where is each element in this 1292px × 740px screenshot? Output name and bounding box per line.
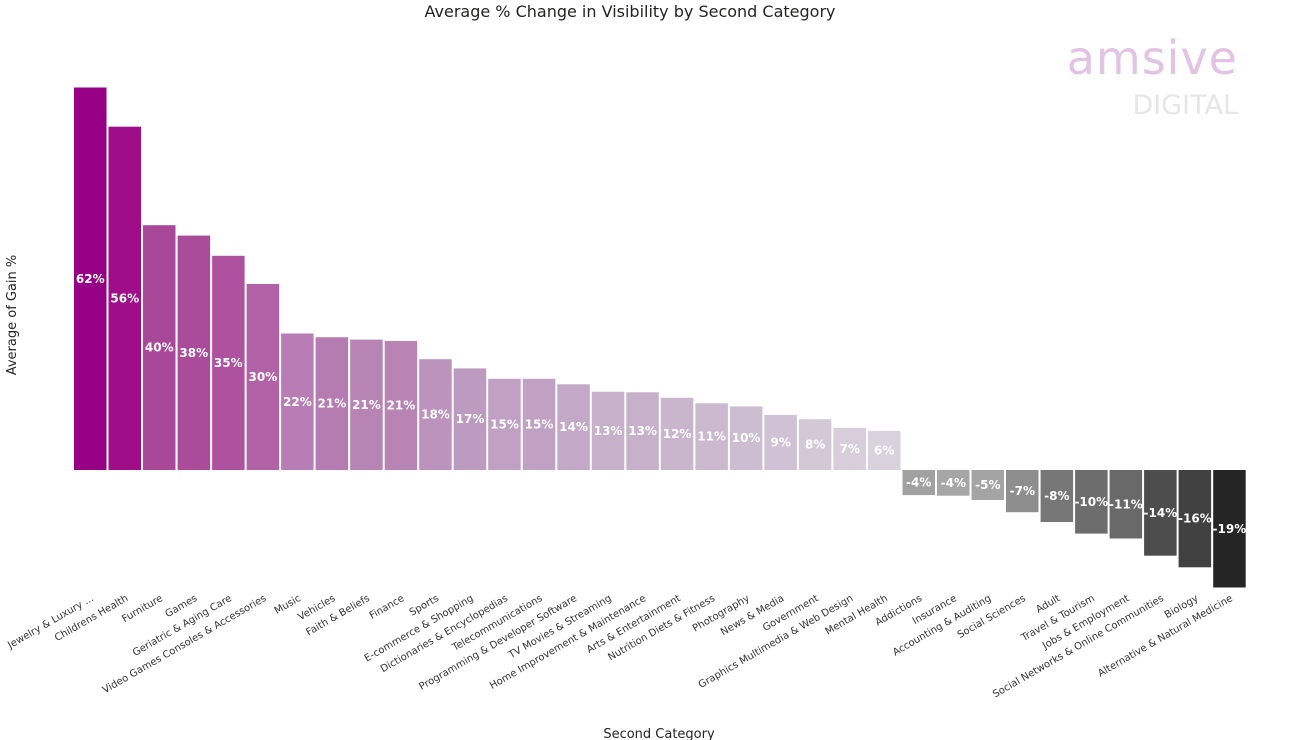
data-label: -7% <box>1010 484 1035 498</box>
bar <box>764 414 797 470</box>
data-label: 14% <box>559 420 588 434</box>
bar <box>522 378 556 470</box>
data-label: -19% <box>1213 522 1247 536</box>
data-label: 21% <box>318 397 347 411</box>
bar <box>902 470 935 496</box>
data-label: 13% <box>594 424 623 438</box>
data-label: 9% <box>771 436 791 450</box>
bar <box>695 403 728 470</box>
bar <box>1075 470 1108 534</box>
chart-title: Average % Change in Visibility by Second… <box>425 2 836 21</box>
bar <box>1040 470 1074 522</box>
bar <box>1006 470 1039 513</box>
data-label: -4% <box>906 476 931 490</box>
data-label: 15% <box>490 417 519 431</box>
logo: amsive DIGITAL <box>1067 31 1238 121</box>
data-label: 22% <box>283 395 312 409</box>
bar <box>212 255 245 470</box>
bars <box>74 87 1246 588</box>
data-label: -5% <box>975 478 1000 492</box>
bar <box>1213 470 1246 588</box>
data-label: 35% <box>214 356 243 370</box>
category-label: Finance <box>368 593 407 622</box>
data-label: 15% <box>525 417 554 431</box>
data-label: 40% <box>145 341 174 355</box>
bar <box>488 378 521 470</box>
data-label: -11% <box>1109 497 1143 511</box>
bar <box>868 430 901 470</box>
bar <box>108 126 141 470</box>
bar <box>315 337 349 470</box>
bar <box>626 392 659 470</box>
data-label: 62% <box>76 272 105 286</box>
bar <box>1178 470 1212 568</box>
data-label: -8% <box>1044 489 1069 503</box>
bar <box>143 225 176 470</box>
data-label: 18% <box>421 408 450 422</box>
bar <box>246 284 280 470</box>
data-label: 10% <box>732 431 761 445</box>
bar <box>177 235 211 470</box>
bar <box>798 419 832 470</box>
data-label: 21% <box>387 398 416 412</box>
bar <box>453 368 487 470</box>
category-labels: Jewelry & Luxury ...Childrens HealthFurn… <box>5 593 1235 700</box>
y-axis-title: Average of Gain % <box>5 255 20 376</box>
data-label: -4% <box>941 476 966 490</box>
data-label: 30% <box>249 370 278 384</box>
bar <box>384 340 418 470</box>
bar <box>729 406 763 470</box>
data-label: 21% <box>352 398 381 412</box>
data-label: 6% <box>874 443 894 457</box>
logo-subtitle: DIGITAL <box>1132 90 1238 121</box>
data-label: 13% <box>628 424 657 438</box>
data-label: -16% <box>1178 512 1212 526</box>
bar <box>350 339 383 470</box>
data-label: 12% <box>663 427 692 441</box>
bar <box>660 397 694 470</box>
bar <box>1144 470 1177 556</box>
data-label: 17% <box>456 412 485 426</box>
data-label: 8% <box>805 438 825 452</box>
bar <box>419 359 452 470</box>
bar <box>281 333 314 470</box>
data-label: 56% <box>110 291 139 305</box>
data-label: 38% <box>179 346 208 360</box>
bar <box>971 470 1004 500</box>
bar <box>557 384 590 470</box>
data-label: -14% <box>1144 506 1178 520</box>
bar <box>74 87 107 470</box>
data-label: 7% <box>840 442 860 456</box>
bar <box>1109 470 1143 539</box>
data-label: -10% <box>1074 495 1108 509</box>
data-label: 11% <box>697 430 726 444</box>
bar <box>591 391 625 470</box>
bar <box>833 427 866 470</box>
logo-wordmark: amsive <box>1067 31 1238 85</box>
x-axis-title: Second Category <box>603 727 715 740</box>
bar <box>937 470 970 496</box>
data-labels: 62% 56% 40% 38% 35% 30% 22% 21% 21% 21% 18% 17% 15% 1… <box>76 272 1246 536</box>
